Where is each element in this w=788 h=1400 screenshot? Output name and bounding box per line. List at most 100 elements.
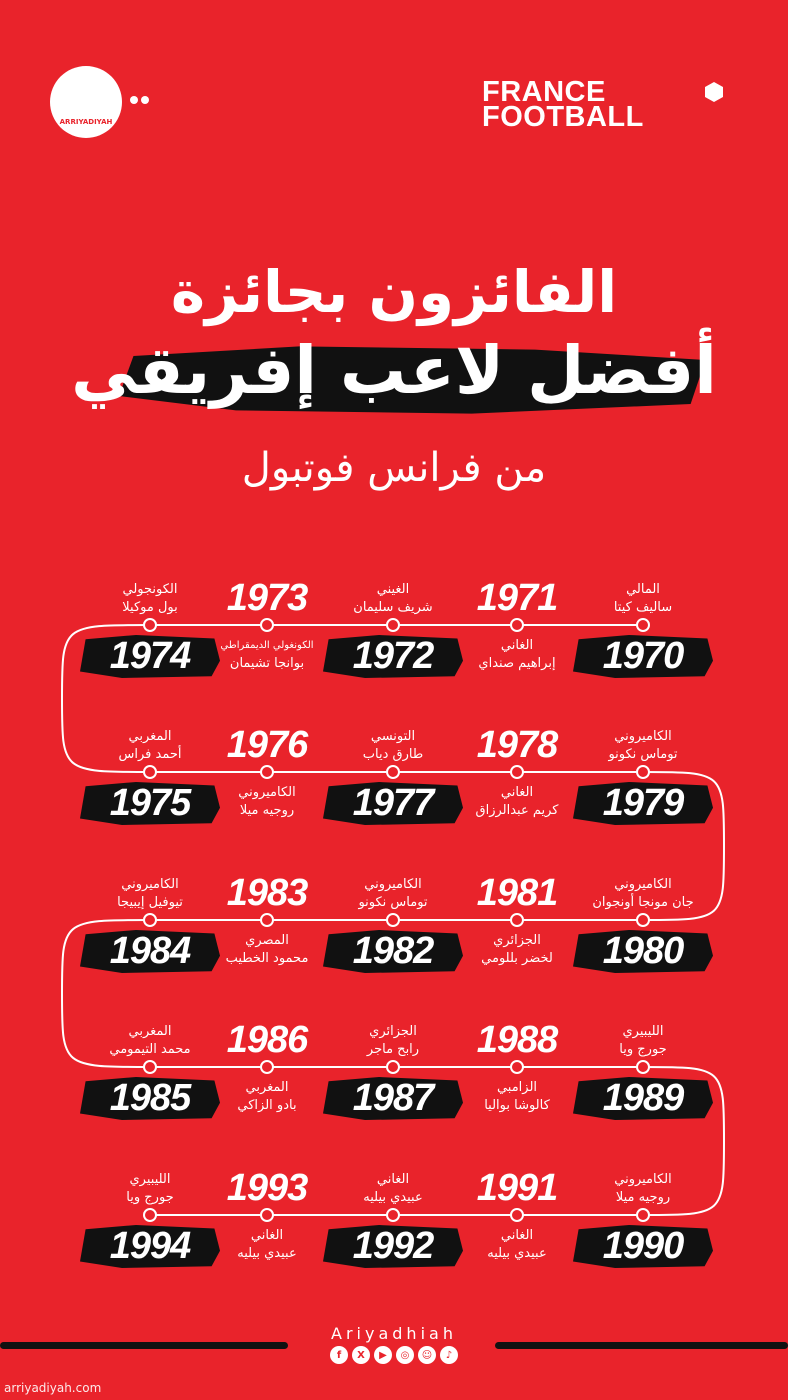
winner-country: الغاني [250, 1228, 284, 1243]
winner-label: الكونغولي الديمقراطي بوانجا تشيمان [187, 637, 347, 673]
year-label: 1976 [226, 724, 309, 766]
winner-name: طارق دياب [362, 747, 424, 762]
winner-name: ساليف كيتا [613, 600, 673, 615]
winner-name: رابح ماجر [366, 1042, 420, 1057]
winner-label: الكاميروني روجيه ميلا [563, 1171, 723, 1207]
winner-name: عبيدي بيليه [363, 1190, 423, 1205]
winner-country: الغاني [500, 785, 534, 800]
winner-name: أحمد فراس [118, 747, 182, 762]
winner-name: توماس نكونو [358, 895, 428, 910]
year-label: 1978 [476, 724, 559, 766]
winner-name: بوانجا تشيمان [229, 656, 305, 671]
watermark: arriyadiyah.com [4, 1381, 102, 1395]
winner-label: الليبيري جورج ويا [70, 1171, 230, 1207]
winner-country: المغربي [128, 729, 172, 744]
year-label: 1971 [476, 577, 559, 619]
winner-country: الغاني [376, 1172, 410, 1187]
winner-label: المغربي بادو الزاكي [187, 1079, 347, 1115]
winner-country: المصري [245, 933, 289, 948]
winner-label: الغاني عبيدي بيليه [437, 1227, 597, 1263]
timeline-dot [260, 1060, 274, 1074]
winner-country: الغيني [376, 582, 410, 597]
winner-name: توماس نكونو [608, 747, 678, 762]
winner-label: الزامبي كالوشا بواليا [437, 1079, 597, 1115]
timeline-curve [60, 624, 151, 773]
timeline-dot [386, 765, 400, 779]
timeline-dot [636, 913, 650, 927]
youtube-icon[interactable]: ▶ [374, 1346, 392, 1364]
timeline-dot [510, 913, 524, 927]
timeline-dot [510, 1060, 524, 1074]
winner-label: التونسي طارق دياب [313, 728, 473, 764]
winner-name: روجيه ميلا [615, 1190, 671, 1205]
year-label: 1984 [80, 930, 220, 973]
year-label: 1991 [476, 1167, 559, 1209]
winner-name: محمد التيمومي [109, 1042, 191, 1057]
winner-country: الكونجولي [122, 582, 178, 597]
winner-label: الجزائري لخضر بللومي [437, 932, 597, 968]
timeline-dot [386, 913, 400, 927]
timeline-dot [260, 913, 274, 927]
year-label: 1972 [323, 635, 463, 678]
winner-name: بول موكيلا [122, 600, 178, 615]
timeline-dot [636, 1060, 650, 1074]
winner-label: الغاني عبيدي بيليه [187, 1227, 347, 1263]
title-line-1: الفائزون بجائزة [170, 258, 618, 326]
logo-dots [130, 96, 149, 104]
winner-country: الغاني [500, 1228, 534, 1243]
winner-country: الكاميروني [364, 877, 422, 892]
winner-country: التونسي [370, 729, 416, 744]
snapchat-icon[interactable]: ☺ [418, 1346, 436, 1364]
winner-country: المغربي [128, 1024, 172, 1039]
winner-label: المالي ساليف كيتا [563, 581, 723, 617]
winner-label: الكاميروني جان مونجا أونجوان [563, 876, 723, 912]
winner-name: روجيه ميلا [239, 803, 295, 818]
timeline-dot [510, 618, 524, 632]
winner-label: الليبيري جورج ويا [563, 1023, 723, 1059]
winner-label: الغاني إبراهيم صنداي [437, 637, 597, 673]
year-label: 1988 [476, 1019, 559, 1061]
hexagon-icon [705, 82, 723, 102]
timeline-dot [260, 765, 274, 779]
winner-label: الكاميروني تيوفيل إيبيجا [70, 876, 230, 912]
tiktok-icon[interactable]: ♪ [440, 1346, 458, 1364]
footer-divider-right [495, 1342, 788, 1349]
timeline-dot [386, 1208, 400, 1222]
timeline-dot [636, 618, 650, 632]
winner-name: عبيدي بيليه [487, 1246, 547, 1261]
winner-label: الغاني عبيدي بيليه [313, 1171, 473, 1207]
timeline-curve [642, 1066, 726, 1216]
winner-country: الجزائري [493, 933, 541, 948]
year-label: 1989 [573, 1077, 713, 1120]
year-label: 1986 [226, 1019, 309, 1061]
instagram-icon[interactable]: ◎ [396, 1346, 414, 1364]
winner-country: الكاميروني [121, 877, 179, 892]
winner-country: الليبيري [622, 1024, 664, 1039]
logo-text: ARRIYADIYAH [59, 118, 113, 126]
winner-label: الجزائري رابح ماجر [313, 1023, 473, 1059]
winner-country: الزامبي [496, 1080, 538, 1095]
x-icon[interactable]: X [352, 1346, 370, 1364]
title-line-3: من فرانس فوتبول [241, 445, 547, 491]
winner-label: الكونجولي بول موكيلا [70, 581, 230, 617]
winner-label: الكاميروني روجيه ميلا [187, 784, 347, 820]
winner-country: الكاميروني [614, 877, 672, 892]
timeline-curve [642, 771, 726, 921]
winner-name: شريف سليمان [353, 600, 433, 615]
winner-country: المغربي [245, 1080, 289, 1095]
winner-country: الكاميروني [614, 1172, 672, 1187]
year-label: 1977 [323, 782, 463, 825]
winner-country: المالي [626, 582, 660, 597]
facebook-icon[interactable]: f [330, 1346, 348, 1364]
arriyadiyah-logo: ARRIYADIYAH [50, 66, 122, 138]
timeline-dot [260, 1208, 274, 1222]
timeline-dot [143, 618, 157, 632]
winner-country: الكاميروني [614, 729, 672, 744]
timeline-dot [386, 618, 400, 632]
winner-label: الكاميروني توماس نكونو [563, 728, 723, 764]
winner-country: الليبيري [129, 1172, 171, 1187]
timeline-dot [636, 765, 650, 779]
year-label: 1993 [226, 1167, 309, 1209]
footer-divider-left [0, 1342, 288, 1349]
year-label: 1994 [80, 1225, 220, 1268]
